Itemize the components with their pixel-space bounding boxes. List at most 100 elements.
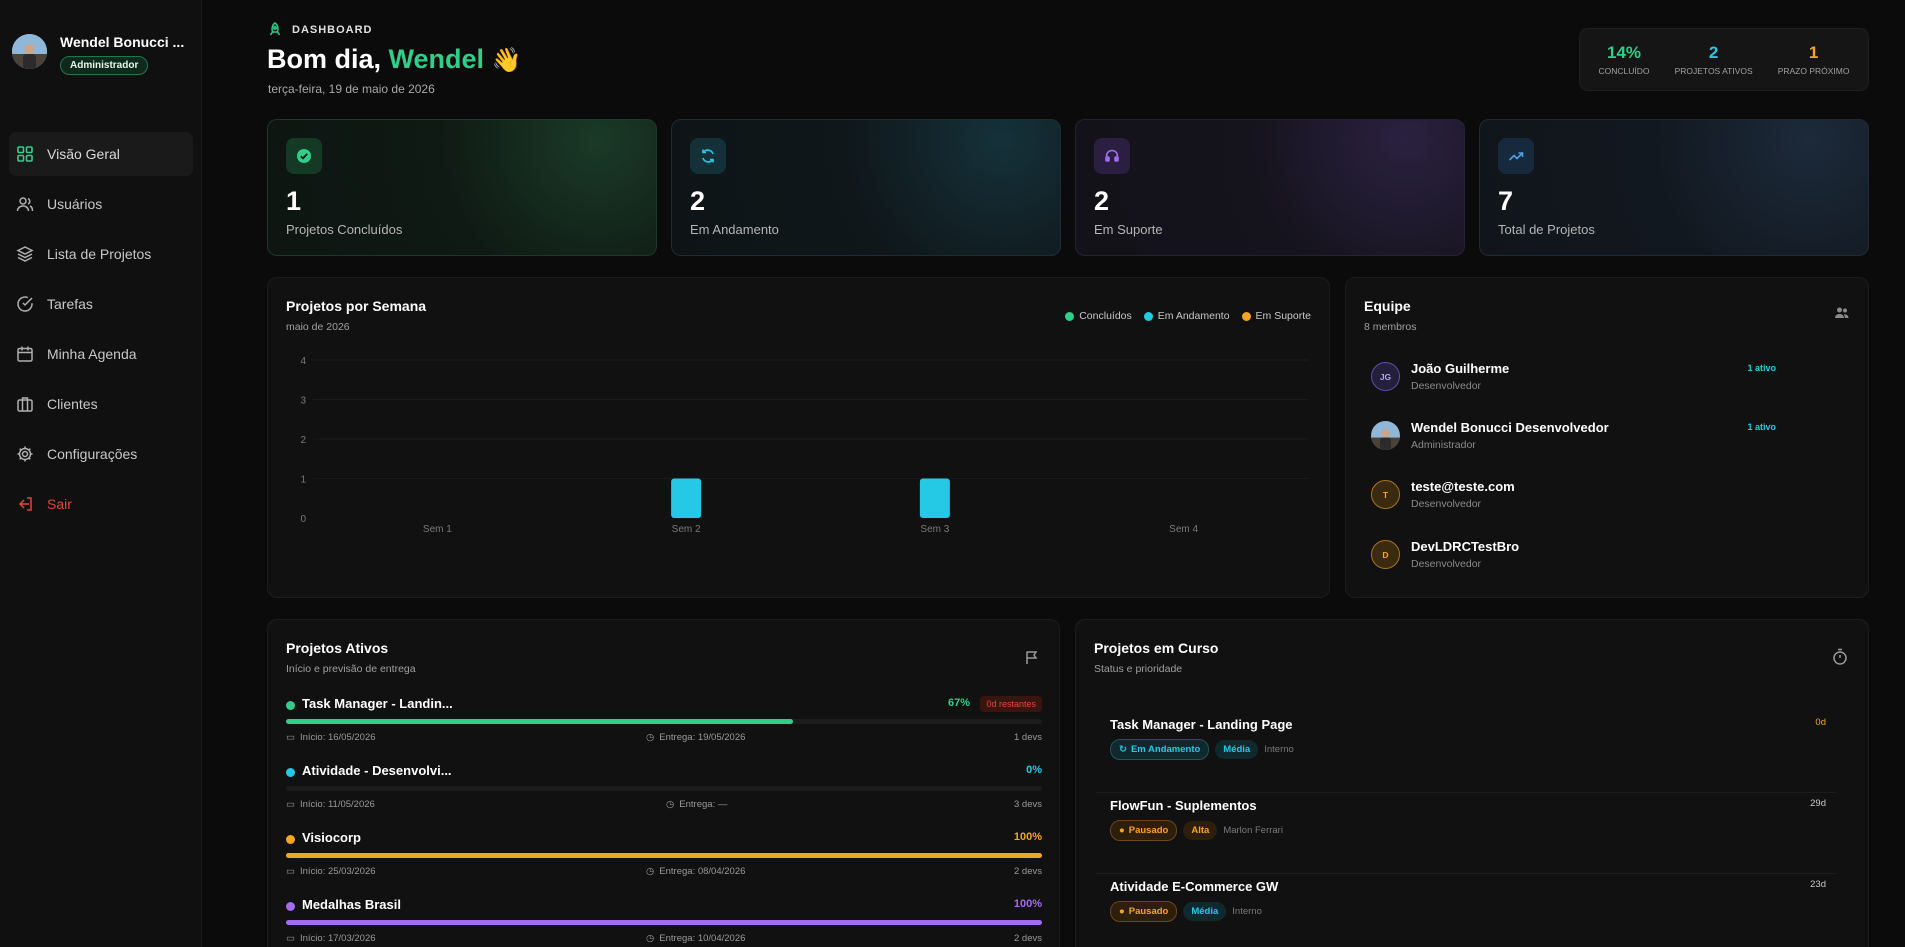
member-status: 1 ativo — [1747, 363, 1776, 373]
course-project[interactable]: Task Manager - Landing Page 0d ↻ Em Andam… — [1096, 717, 1836, 793]
legend-swatch — [1143, 311, 1153, 321]
sidebar-item-label: Sair — [47, 496, 72, 512]
active-projects-title: Projetos Ativos — [286, 640, 389, 656]
bar-em-andamento — [671, 478, 702, 518]
stat-card-em-andamento[interactable]: 2 Em Andamento — [671, 119, 1061, 256]
start-date-text: Início: 25/03/2026 — [299, 866, 376, 877]
member-name: Wendel Bonucci Desenvolvedor — [1411, 420, 1609, 435]
priority-chip: Média — [1215, 740, 1259, 759]
delivery-date-text: Entrega: — — [679, 799, 728, 810]
legend-item: Concluídos — [1065, 310, 1132, 322]
legend-item: Em Suporte — [1241, 310, 1311, 322]
client-name: Interno — [1232, 906, 1262, 917]
team-icon[interactable] — [1834, 306, 1850, 320]
legend-swatch — [1241, 311, 1251, 321]
team-member[interactable]: T teste@teste.com Desenvolvedor — [1371, 476, 1831, 516]
course-projects-subtitle: Status e prioridade — [1094, 663, 1183, 675]
gear-icon — [17, 446, 33, 462]
y-tick-label: 0 — [300, 514, 306, 525]
devs-count: 2 devs — [1014, 866, 1042, 877]
sidebar-item-tarefas[interactable]: Tarefas — [9, 282, 193, 326]
team-member[interactable]: D DevLDRCTestBro Desenvolvedor — [1371, 536, 1831, 576]
calendar-icon: ▭ — [286, 933, 295, 944]
status-chip: ● Pausado — [1110, 820, 1178, 841]
briefcase-icon — [17, 397, 33, 412]
stat-label: Em Andamento — [690, 222, 779, 237]
sidebar-item-usuarios[interactable]: Usuários — [9, 182, 193, 226]
start-date-text: Início: 11/05/2026 — [299, 799, 375, 810]
flag-icon[interactable] — [1025, 650, 1039, 665]
project-row[interactable]: Medalhas Brasil 100% ▭ Início: 17/03/2026… — [286, 897, 1042, 944]
progress-fill — [286, 920, 1042, 925]
role-badge: Administrador — [60, 56, 149, 75]
stat-card-concluidos[interactable]: 1 Projetos Concluídos — [267, 119, 657, 256]
headset-icon — [1094, 138, 1130, 174]
project-name: Task Manager - Landing Page — [1110, 717, 1293, 732]
stat-card-total[interactable]: 7 Total de Projetos — [1479, 119, 1869, 256]
project-name: Atividade - Desenvolvi... — [302, 763, 452, 778]
page-tag-label: DASHBOARD — [292, 23, 373, 36]
status-chip: ↻ Em Andamento — [1110, 739, 1210, 760]
timer-icon[interactable] — [1832, 648, 1848, 665]
delivery-date-text: Entrega: 19/05/2026 — [659, 732, 746, 743]
summary-label: PROJETOS ATIVOS — [1674, 66, 1753, 76]
project-row[interactable]: Visiocorp 100% ▭ Início: 25/03/2026 ◷ Entr… — [286, 830, 1042, 877]
team-title: Equipe — [1364, 298, 1411, 314]
current-date: terça-feira, 19 de maio de 2026 — [268, 82, 435, 96]
layers-icon — [16, 246, 34, 262]
devs-count: 2 devs — [1014, 933, 1042, 944]
project-name: FlowFun - Suplementos — [1110, 798, 1257, 813]
start-date: ▭ Início: 11/05/2026 — [286, 799, 375, 810]
days-remaining: 23d — [1810, 879, 1826, 890]
clock-icon: ◷ — [666, 799, 675, 810]
member-role: Desenvolvedor — [1411, 380, 1482, 392]
pause-icon: ● — [1119, 906, 1125, 917]
summary-value: 2 — [1708, 43, 1719, 62]
chart-title: Projetos por Semana — [286, 298, 427, 314]
sidebar-item-minha-agenda[interactable]: Minha Agenda — [9, 332, 193, 376]
avatar: JG — [1371, 362, 1400, 391]
status-chip-label: Pausado — [1128, 825, 1169, 836]
chart-legend: Concluídos Em Andamento Em Suporte — [1053, 310, 1311, 322]
stat-card-em-suporte[interactable]: 2 Em Suporte — [1075, 119, 1465, 256]
sidebar-item-clientes[interactable]: Clientes — [9, 382, 193, 426]
wave-emoji: 👋 — [491, 47, 522, 74]
status-chip-label: Pausado — [1128, 906, 1169, 917]
project-name: Task Manager - Landin... — [302, 696, 453, 711]
stat-value: 2 — [690, 186, 706, 216]
sidebar-item-lista-de-projetos[interactable]: Lista de Projetos — [9, 232, 193, 276]
priority-chip: Alta — [1183, 821, 1218, 840]
pause-icon: ● — [1119, 825, 1125, 836]
summary-prazo-proximo: 1 PRAZO PRÓXIMO — [1778, 43, 1850, 76]
member-name: DevLDRCTestBro — [1411, 539, 1520, 554]
team-member[interactable]: Wendel Bonucci Desenvolvedor Administrad… — [1371, 417, 1831, 457]
start-date: ▭ Início: 16/05/2026 — [286, 732, 376, 743]
stat-label: Projetos Concluídos — [286, 222, 403, 237]
sidebar-item-visao-geral[interactable]: Visão Geral — [9, 132, 193, 176]
calendar-icon: ▭ — [286, 799, 295, 810]
days-remaining: 29d — [1810, 798, 1826, 809]
progress-track — [286, 786, 1042, 791]
course-project[interactable]: Atividade E-Commerce GW 23d ● Pausado Méd… — [1096, 879, 1836, 947]
start-date: ▭ Início: 17/03/2026 — [286, 933, 376, 944]
project-row[interactable]: Atividade - Desenvolvi... 0% ▭ Início: 11… — [286, 763, 1042, 810]
summary-value: 14% — [1607, 43, 1642, 62]
project-name: Atividade E-Commerce GW — [1110, 879, 1279, 894]
sidebar-item-label: Lista de Projetos — [47, 246, 152, 262]
progress-track — [286, 719, 1042, 724]
progress-track — [286, 920, 1042, 925]
avatar — [1371, 421, 1400, 450]
sidebar-item-configuracoes[interactable]: Configurações — [9, 432, 193, 476]
project-row[interactable]: Task Manager - Landin... 67% 0d restante… — [286, 696, 1042, 743]
team-subtitle: 8 membros — [1364, 321, 1417, 333]
sidebar-item-sair[interactable]: Sair — [9, 482, 193, 526]
stat-label: Em Suporte — [1094, 222, 1163, 237]
course-project[interactable]: FlowFun - Suplementos 29d ● Pausado Alta … — [1096, 798, 1836, 874]
chart-subtitle: maio de 2026 — [286, 321, 350, 333]
user-profile[interactable]: Wendel Bonucci ... Administrador — [12, 34, 185, 75]
grid-icon — [17, 146, 33, 162]
member-name: teste@teste.com — [1411, 479, 1515, 494]
team-member[interactable]: JG João Guilherme Desenvolvedor 1 ativo — [1371, 358, 1831, 398]
check-badge-icon — [286, 138, 322, 174]
